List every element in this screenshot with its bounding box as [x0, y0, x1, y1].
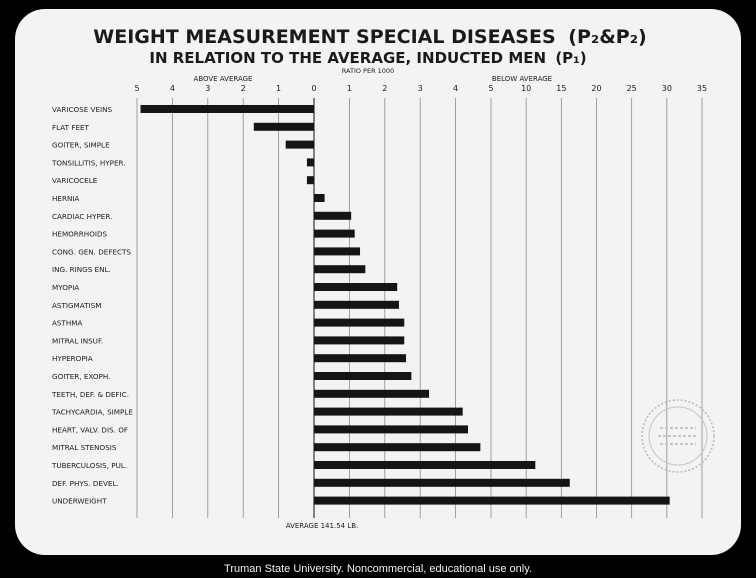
slide-card [15, 9, 741, 555]
tick-label: 30 [662, 84, 672, 93]
bar [314, 229, 355, 238]
tick-label: 20 [591, 84, 601, 93]
tick-label: 10 [521, 84, 531, 93]
bar [314, 336, 405, 345]
category-label: ASTHMA [52, 319, 82, 328]
category-label: TEETH, DEF. & DEFIC. [51, 390, 129, 399]
below-average-label: BELOW AVERAGE [492, 75, 552, 83]
category-label: GOITER, SIMPLE [52, 141, 110, 150]
category-label: TUBERCULOSIS, PUL. [51, 461, 127, 470]
bar [314, 372, 412, 380]
bar [314, 211, 352, 220]
bar [314, 461, 536, 469]
tick-label: 1 [276, 84, 281, 93]
category-label: UNDERWEIGHT [52, 497, 107, 506]
category-label: CARDIAC HYPER. [52, 212, 112, 221]
credit-line: Truman State University. Noncommercial, … [224, 563, 532, 575]
category-label: ASTIGMATISM [52, 301, 101, 310]
category-label: TACHYCARDIA, SIMPLE [51, 408, 133, 417]
tick-label: 15 [556, 84, 566, 93]
tick-label: 5 [488, 84, 493, 93]
bar [314, 354, 407, 363]
tick-label: 4 [453, 84, 458, 93]
category-label: MITRAL INSUF. [52, 336, 103, 345]
category-label: TONSILLITIS, HYPER. [51, 158, 126, 167]
bar [314, 496, 670, 505]
category-labels: VARICOSE VEINS FLAT FEET GOITER, SIMPLE TON… [51, 105, 133, 506]
tick-label: 25 [627, 84, 637, 93]
bar [314, 443, 481, 452]
grid-lines [136, 98, 703, 518]
tick-label: 5 [134, 84, 139, 93]
tick-label: 4 [170, 84, 175, 93]
category-label: GOITER, EXOPH. [52, 372, 110, 381]
bar [314, 425, 468, 434]
tick-label: 2 [241, 84, 246, 93]
bar [306, 158, 314, 167]
bar [314, 247, 361, 256]
category-label: MYOPIA [52, 283, 79, 292]
chart-subtitle: RATIO PER 1000 [342, 67, 394, 75]
category-label: FLAT FEET [52, 123, 90, 132]
bar [314, 478, 570, 487]
bar [140, 105, 314, 113]
chart-title: WEIGHT MEASUREMENT SPECIAL DISEASES (P₂&… [93, 26, 646, 48]
bar [285, 140, 314, 149]
stamp-seal [641, 399, 715, 473]
category-label: ING. RINGS ENL. [52, 265, 111, 274]
tick-label: 35 [697, 84, 707, 93]
tick-label: 3 [205, 84, 210, 93]
bar [314, 318, 405, 327]
chart-slide: WEIGHT MEASUREMENT SPECIAL DISEASES (P₂&… [15, 9, 741, 555]
tick-label: 0 [311, 84, 316, 93]
average-footer-label: AVERAGE 141.54 LB. [286, 522, 359, 530]
bar [314, 407, 463, 416]
category-label: HEART, VALV. DIS. OF [52, 425, 128, 434]
bar [306, 176, 314, 185]
tick-label: 1 [347, 84, 352, 93]
bar [314, 194, 325, 202]
bar [253, 122, 314, 131]
category-label: VARICOCELE [52, 176, 98, 185]
category-label: CONG. GEN. DEFECTS [52, 247, 131, 256]
chart-title-line2: IN RELATION TO THE AVERAGE, INDUCTED MEN… [149, 49, 586, 67]
category-label: DEF. PHYS. DEVEL. [52, 479, 119, 488]
category-label: HEMORRHOIDS [52, 230, 108, 239]
bars [140, 105, 670, 505]
bar [314, 265, 366, 274]
tick-label: 3 [418, 84, 423, 93]
tick-label: 2 [382, 84, 387, 93]
bar [314, 283, 398, 291]
category-label: MITRAL STENOSIS [52, 443, 117, 452]
above-average-label: ABOVE AVERAGE [194, 75, 253, 83]
bar [314, 389, 430, 398]
category-label: HYPEROPIA [52, 354, 93, 363]
category-label: HERNIA [52, 194, 79, 203]
axis-ticks: 5 4 3 2 1 0 1 2 3 4 5 10 15 20 25 30 35 [134, 84, 707, 93]
category-label: VARICOSE VEINS [52, 105, 113, 114]
bar [314, 300, 399, 309]
